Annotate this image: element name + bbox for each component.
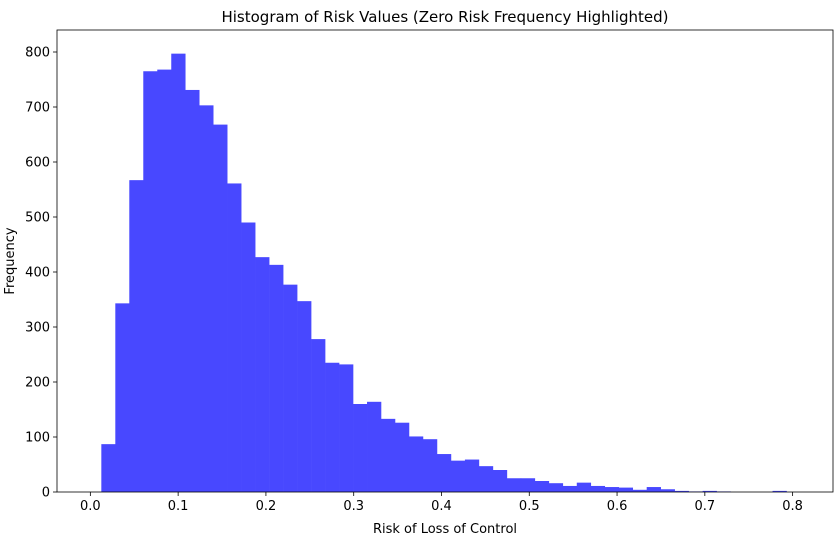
histogram-bar bbox=[157, 69, 172, 492]
y-tick-label: 500 bbox=[25, 211, 50, 226]
histogram-bar bbox=[115, 303, 130, 492]
x-tick-label: 0.5 bbox=[519, 499, 540, 514]
y-axis-label: Frequency bbox=[3, 227, 18, 294]
histogram-bar bbox=[381, 418, 396, 492]
histogram-bar bbox=[534, 481, 550, 492]
histogram-bar bbox=[283, 284, 298, 492]
histogram-bar bbox=[408, 436, 424, 492]
y-tick-label: 300 bbox=[25, 321, 50, 336]
bars-group bbox=[101, 53, 787, 493]
histogram-bar bbox=[450, 460, 466, 492]
histogram-bar bbox=[269, 264, 284, 492]
x-tick-label: 0.6 bbox=[607, 499, 628, 514]
y-tick-label: 800 bbox=[25, 46, 50, 61]
histogram-bar bbox=[213, 124, 228, 492]
histogram-bar bbox=[464, 459, 480, 492]
histogram-bar bbox=[492, 470, 508, 492]
histogram-bar bbox=[422, 439, 438, 492]
y-tick-label: 700 bbox=[25, 101, 50, 116]
histogram-bar bbox=[227, 183, 242, 492]
histogram-bar bbox=[143, 71, 158, 492]
histogram-bar bbox=[436, 454, 452, 492]
histogram-bar bbox=[772, 490, 787, 492]
histogram-bar bbox=[353, 404, 368, 492]
histogram-bar bbox=[101, 444, 116, 492]
histogram-bar bbox=[311, 339, 326, 492]
x-axis-label: Risk of Loss of Control bbox=[373, 522, 517, 537]
x-tick-label: 0.3 bbox=[343, 499, 364, 514]
x-tick-label: 0.7 bbox=[694, 499, 715, 514]
histogram-bar bbox=[255, 257, 270, 492]
histogram-bar bbox=[506, 478, 522, 492]
x-tick-label: 0.0 bbox=[80, 499, 101, 514]
x-tick-label: 0.1 bbox=[168, 499, 189, 514]
histogram-bar bbox=[325, 362, 340, 492]
histogram-bar bbox=[129, 180, 144, 492]
x-axis-ticks: 0.0 0.1 0.2 0.3 0.4 0.5 0.6 0.7 0.8 bbox=[80, 492, 803, 514]
histogram-bar bbox=[576, 482, 592, 492]
x-tick-label: 0.4 bbox=[431, 499, 452, 514]
y-tick-label: 200 bbox=[25, 376, 50, 391]
histogram-bar bbox=[339, 364, 354, 492]
histogram-bar bbox=[367, 401, 382, 492]
histogram-bar bbox=[632, 489, 647, 492]
histogram-bar bbox=[548, 483, 564, 492]
y-tick-label: 600 bbox=[25, 156, 50, 171]
histogram-bar bbox=[478, 466, 494, 492]
histogram-bar bbox=[674, 490, 689, 492]
y-tick-label: 400 bbox=[25, 266, 50, 281]
plot-frame bbox=[56, 29, 834, 493]
histogram-bar bbox=[618, 487, 634, 492]
y-tick-label: 0 bbox=[42, 486, 50, 501]
histogram-bar bbox=[394, 422, 410, 492]
histogram-bar bbox=[520, 478, 536, 492]
histogram-bar bbox=[590, 485, 606, 492]
histogram-bar bbox=[646, 487, 661, 492]
histogram-bar bbox=[241, 222, 256, 492]
histogram-bar bbox=[185, 89, 200, 492]
histogram-bar bbox=[562, 485, 578, 492]
y-axis-ticks: 0 100 200 300 400 500 600 700 800 bbox=[25, 46, 57, 501]
y-tick-label: 100 bbox=[25, 431, 50, 446]
x-tick-label: 0.8 bbox=[782, 499, 803, 514]
histogram-bar bbox=[171, 53, 186, 493]
histogram-bar bbox=[297, 301, 312, 492]
chart-title: Histogram of Risk Values (Zero Risk Freq… bbox=[221, 8, 668, 26]
histogram-bar bbox=[660, 489, 675, 492]
histogram-bar bbox=[199, 105, 214, 492]
histogram-bar bbox=[604, 487, 620, 492]
histogram-bar bbox=[702, 490, 717, 492]
x-tick-label: 0.2 bbox=[256, 499, 277, 514]
